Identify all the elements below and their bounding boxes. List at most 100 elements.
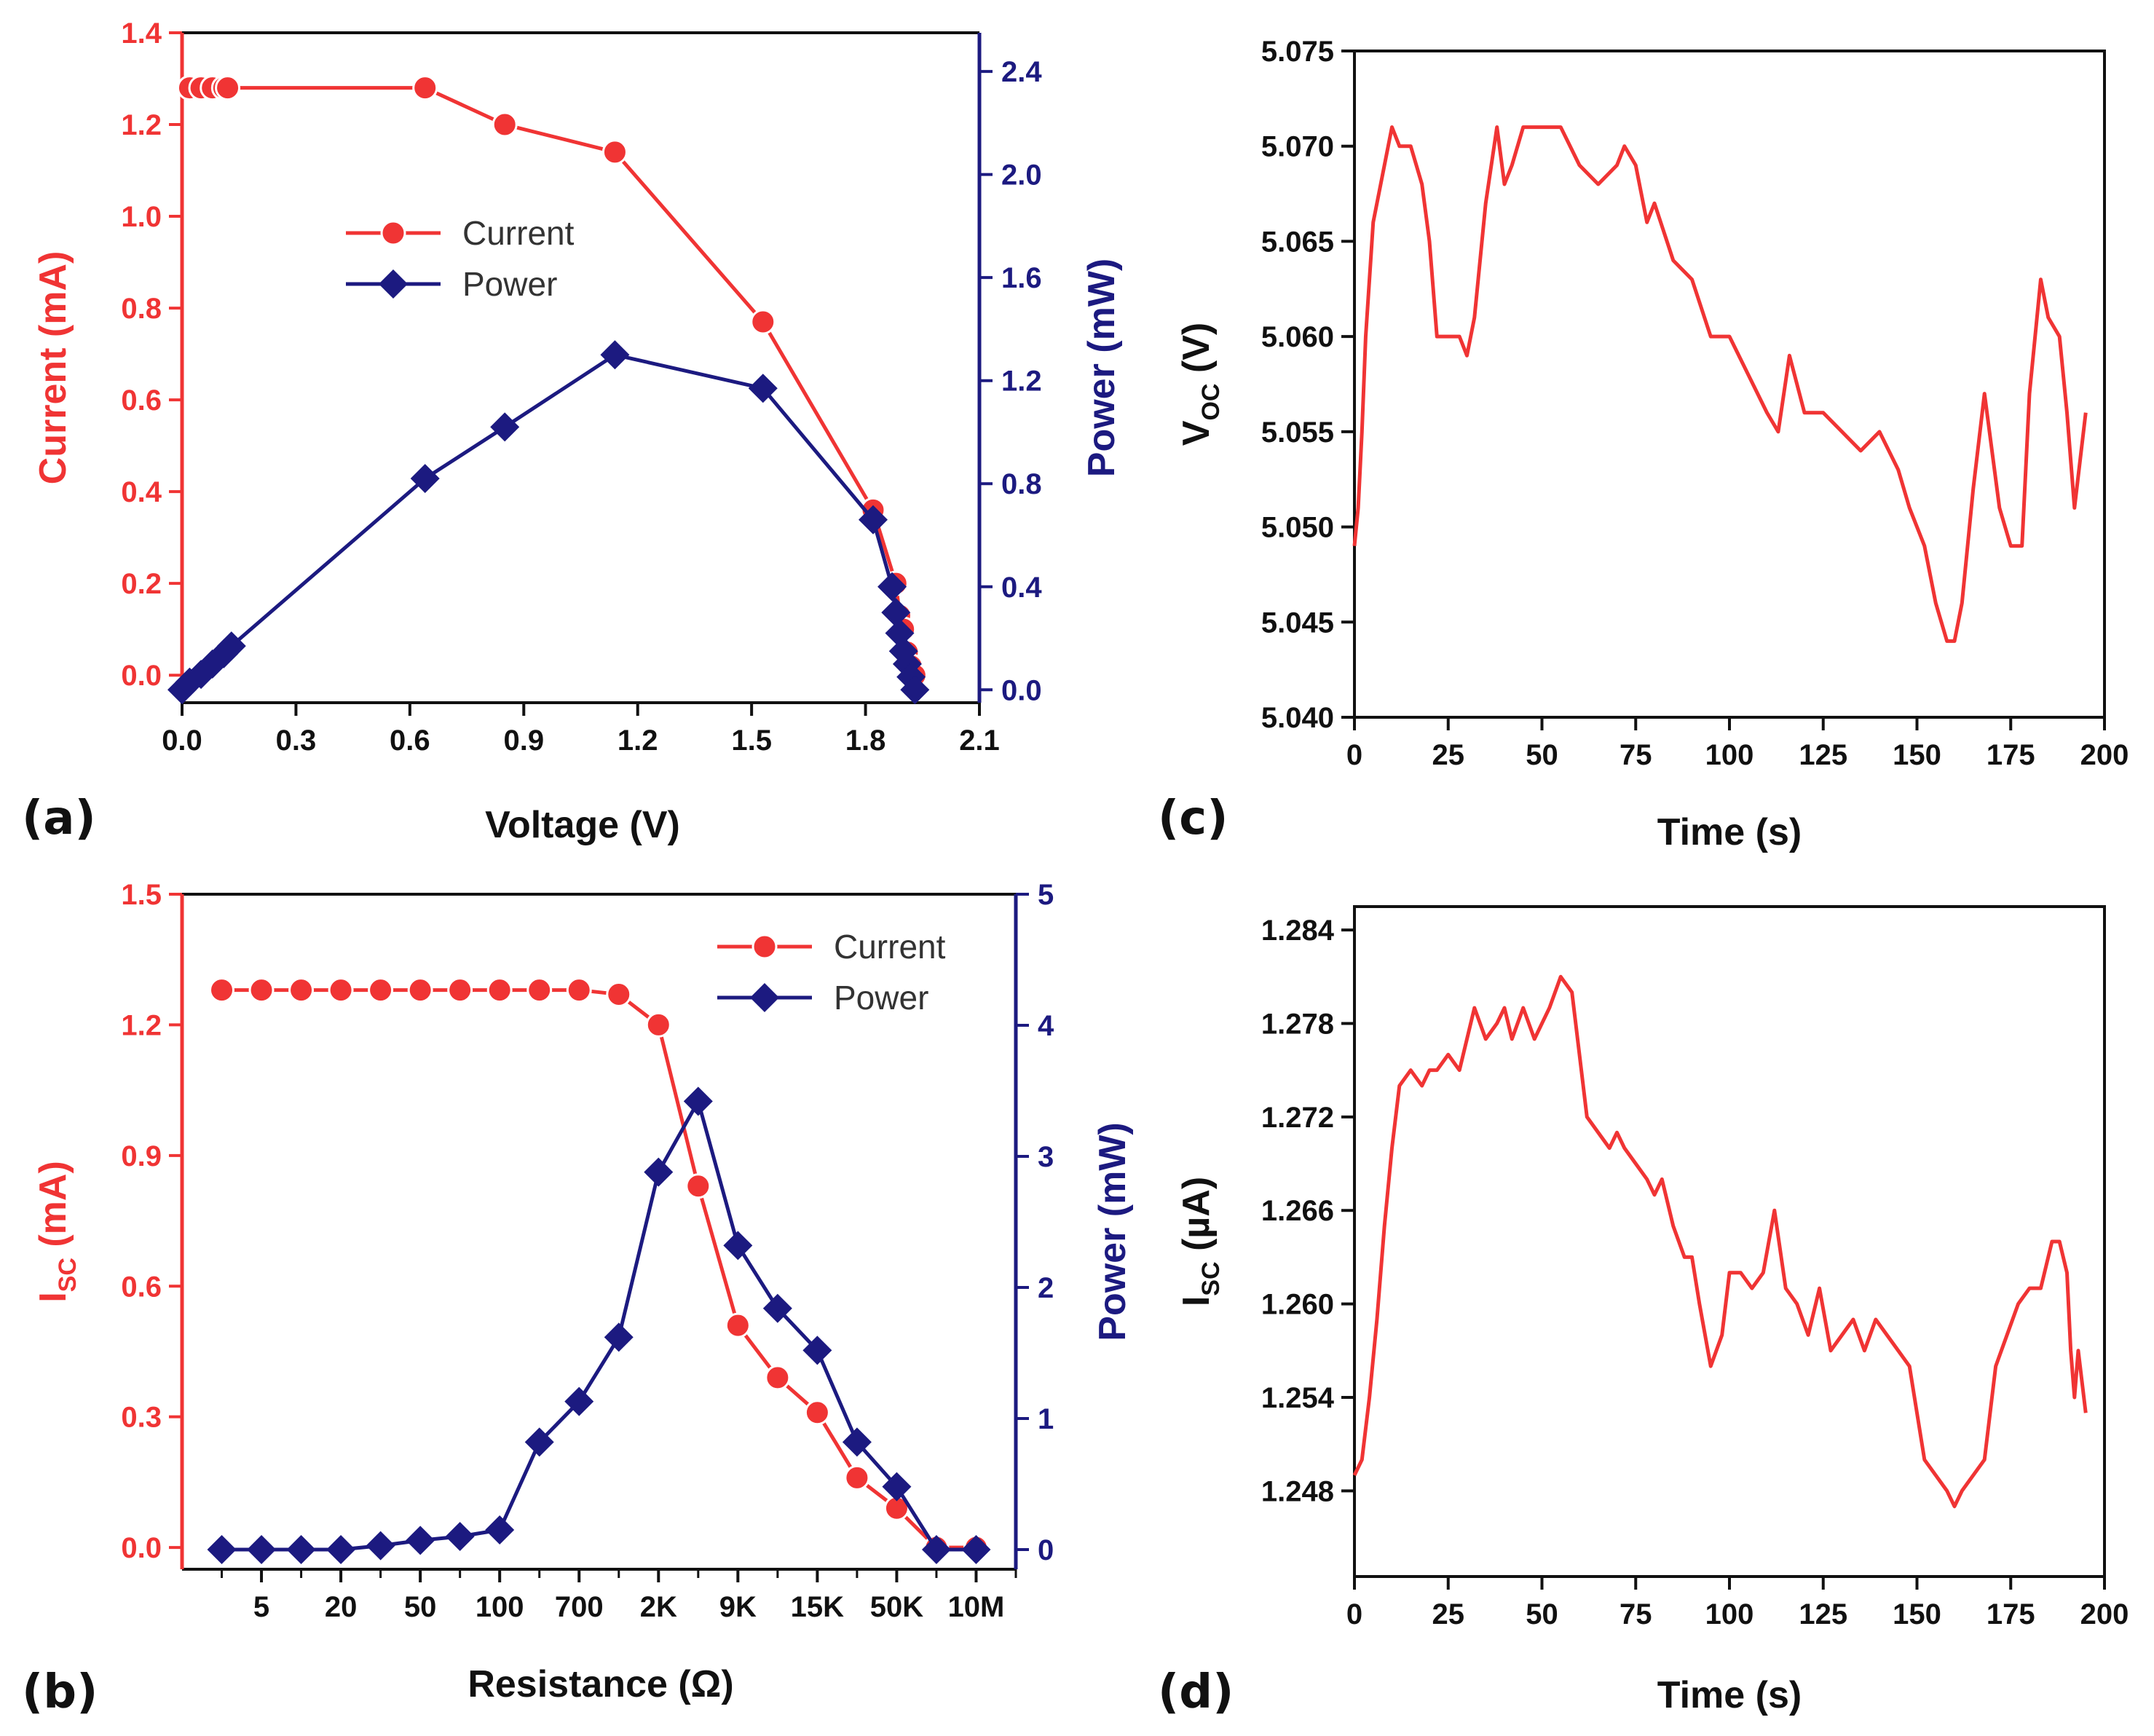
plot-frame [1353,50,2106,719]
y-right-tick-label: 2.0 [1001,159,1042,192]
data-point-power [900,675,930,705]
y-tick-labels: 1.248 1.254 1.260 1.266 1.272 1.278 1.284 [1261,915,1335,1507]
y-tick-label: 0.6 [121,384,162,417]
legend-marker [750,983,779,1012]
y-axis-title: VOC (V) [1175,323,1225,446]
series-line-power [181,352,917,692]
y-tick-label: 5.075 [1261,36,1334,68]
data-point-power [366,1531,395,1561]
x-tick-label: 2K [640,1591,677,1623]
x-tick-label: 1.8 [845,725,886,757]
data-point-current [368,977,394,1003]
data-point-current [566,977,592,1003]
y-right-tick-label: 0 [1038,1534,1054,1566]
data-point-power [524,1427,554,1457]
x-tick-label: 2.1 [959,725,1000,757]
data-point-current [492,111,518,138]
data-point-power [881,598,911,628]
x-axis-title: Time (s) [1657,1674,1802,1716]
data-point-power [207,1535,237,1564]
x-tick-label: 50K [870,1591,923,1623]
data-point-power [882,1472,912,1502]
chart-panel-d: 0 25 50 75 100 125 150 175 2001.2481.2541.2601.2… [1158,905,2129,1719]
y-tick-label: 5.070 [1261,131,1334,163]
y-tick-label: 0.9 [121,1140,162,1172]
x-axis-title: Voltage (V) [485,804,680,846]
x-axis-title: Time (s) [1657,811,1802,853]
x-tick-label: 50 [404,1591,437,1623]
data-point-power [921,1535,951,1564]
legend-label: Power [462,265,557,303]
x-tick-label: 150 [1893,1598,1941,1630]
data-point-power [216,631,246,661]
data-point-power [877,572,907,601]
y-tick-label: 5.055 [1261,417,1334,449]
y-tick-labels: 0.0 0.2 0.4 0.6 0.8 1.0 1.2 1.4 [121,17,162,692]
y-tick-label: 5.065 [1261,226,1334,258]
y-tick-label: 0.4 [121,476,162,508]
x-tick-label: 15K [791,1591,844,1623]
x-tick-label: 9K [719,1591,757,1623]
panel-label: (b) [22,1665,98,1719]
x-tick-label: 20 [325,1591,358,1623]
x-tick-label: 0 [1346,1598,1362,1630]
y-tick-label: 1.272 [1261,1102,1334,1134]
y-axis-title: Current (mA) [32,251,74,485]
data-point-current [407,977,433,1003]
y-axis-title: ISC (mA) [32,1161,82,1303]
y-tick-label: 1.278 [1261,1008,1334,1040]
x-tick-label: 50 [1526,739,1558,771]
data-point-current [447,977,473,1003]
y-tick-label: 1.2 [121,109,162,141]
data-point-current [645,1011,671,1038]
data-point-power [604,1322,634,1352]
y-axis-title-unit: (µA) [1175,1177,1218,1262]
data-point-power [802,1335,832,1365]
series-line-voc [1352,125,2088,643]
series-line-current [221,988,977,1550]
x-tick-label: 5 [253,1591,269,1623]
data-point-power [406,1526,435,1555]
data-point-power [762,1293,792,1323]
x-tick-label: 75 [1620,739,1652,771]
x-tick-label: 10M [948,1591,1005,1623]
series-power [167,340,930,705]
series-isc [1352,974,2088,1509]
y-tick-label: 0.6 [121,1271,162,1303]
data-point-current [765,1365,791,1391]
y-axis-title-main: Current (mA) [32,251,74,485]
chart-panel-b: 5 20 50 100 700 2K 9K 15K 50K 10M0.00.30.60.91.21… [22,879,1134,1719]
y-right-tick-label: 0.8 [1001,468,1042,500]
plot-frame [1353,905,2106,1578]
data-point-power [247,1535,277,1564]
y-right-tick-label: 0.4 [1001,572,1042,604]
panel-label: (d) [1158,1665,1234,1719]
data-point-current [215,75,241,101]
y-tick-label: 1.266 [1261,1195,1334,1227]
x-tick-label: 25 [1432,1598,1465,1630]
y-tick-label: 5.040 [1261,702,1334,734]
data-point-power [564,1386,594,1416]
y-tick-label: 0.0 [121,1532,162,1564]
x-tick-label: 25 [1432,739,1465,771]
y-tick-label: 5.045 [1261,607,1334,639]
y-tick-label: 5.050 [1261,512,1334,544]
y-right-axis-title: Power (mW) [1092,1122,1134,1341]
y-right-tick-label: 0.0 [1001,674,1042,706]
y-right-tick-labels: 0.0 0.4 0.8 1.2 1.6 2.0 2.4 [1001,56,1042,706]
y-axis-title-sub: SC [1197,1261,1225,1295]
y-axis-title-unit: (V) [1175,323,1218,384]
y-tick-label: 0.3 [121,1402,162,1434]
y-axis-title-sub: OC [1197,384,1225,421]
data-point-current [412,75,438,101]
data-point-power [723,1231,753,1260]
y-tick-label: 1.5 [121,879,162,911]
y-tick-label: 1.260 [1261,1289,1334,1321]
x-tick-label: 175 [1987,1598,2035,1630]
x-tick-label: 200 [2080,1598,2129,1630]
x-tick-label: 0 [1346,739,1362,771]
x-tick-label: 125 [1799,739,1847,771]
data-point-power [683,1086,713,1116]
y-right-tick-label: 5 [1038,879,1054,911]
